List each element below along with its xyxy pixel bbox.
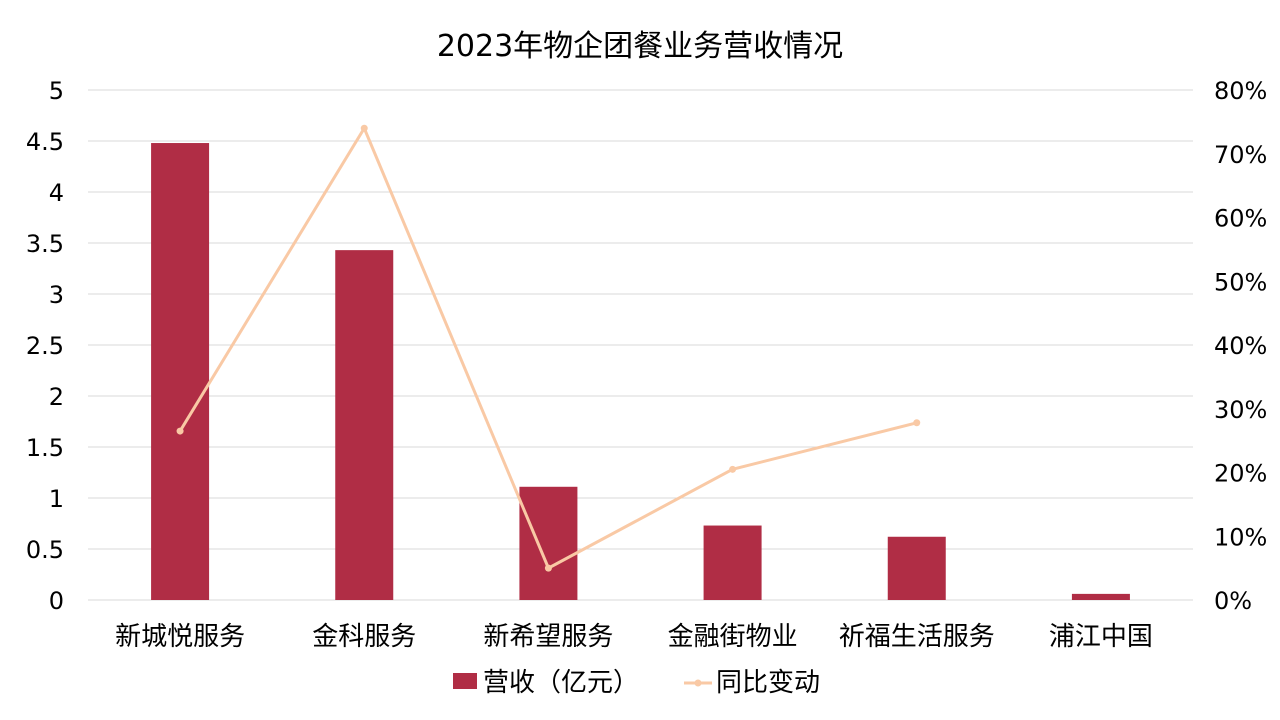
legend-bar-swatch (453, 673, 477, 689)
left-tick-label: 4.5 (26, 128, 64, 156)
right-axis-ticks: 0% 10% 20% 30% 40% 50% 60% 70% 80% (1214, 77, 1267, 615)
category-label: 新城悦服务 (115, 622, 245, 652)
line-point (913, 419, 921, 427)
bar (1071, 593, 1130, 600)
gridlines (88, 89, 1193, 601)
line-point (729, 465, 737, 473)
chart-title: 2023年物企团餐业务营收情况 (437, 29, 843, 64)
left-tick-label: 2.5 (26, 332, 64, 360)
line-point (176, 427, 184, 435)
bar (335, 250, 394, 600)
left-tick-label: 1 (49, 485, 64, 513)
yoy-line (176, 124, 921, 572)
category-label: 金融街物业 (668, 622, 798, 652)
left-tick-label: 3.5 (26, 230, 64, 258)
legend-line-marker (694, 679, 702, 687)
left-tick-label: 5 (49, 77, 64, 105)
left-tick-label: 0.5 (26, 536, 64, 564)
left-tick-label: 2 (49, 383, 64, 411)
legend-bar-label: 营收（亿元） (483, 668, 639, 698)
left-axis-ticks: 0 0.5 1 1.5 2 2.5 3 3.5 4 4.5 5 (26, 77, 64, 615)
right-tick-label: 0% (1214, 587, 1252, 615)
left-tick-label: 0 (49, 587, 64, 615)
right-tick-label: 50% (1214, 268, 1267, 296)
right-tick-label: 40% (1214, 332, 1267, 360)
bar (703, 525, 762, 600)
bar (151, 143, 210, 601)
right-tick-label: 80% (1214, 77, 1267, 105)
category-label: 浦江中国 (1049, 622, 1153, 652)
bar (519, 486, 578, 600)
revenue-bars (151, 143, 1130, 601)
right-tick-label: 70% (1214, 141, 1267, 169)
category-label: 金科服务 (312, 622, 416, 652)
line-point (544, 564, 552, 572)
category-label: 新希望服务 (483, 622, 613, 652)
bar (887, 536, 946, 600)
category-label: 祈福生活服务 (839, 622, 995, 652)
left-tick-label: 3 (49, 281, 64, 309)
legend-line-label: 同比变动 (716, 668, 820, 698)
left-tick-label: 4 (49, 179, 64, 207)
right-tick-label: 60% (1214, 205, 1267, 233)
right-tick-label: 30% (1214, 396, 1267, 424)
legend: 营收（亿元） 同比变动 (453, 668, 820, 698)
right-tick-label: 20% (1214, 460, 1267, 488)
right-tick-label: 10% (1214, 523, 1267, 551)
category-labels: 新城悦服务 金科服务 新希望服务 金融街物业 祈福生活服务 浦江中国 (115, 622, 1153, 652)
line-point (360, 124, 368, 132)
left-tick-label: 1.5 (26, 434, 64, 462)
